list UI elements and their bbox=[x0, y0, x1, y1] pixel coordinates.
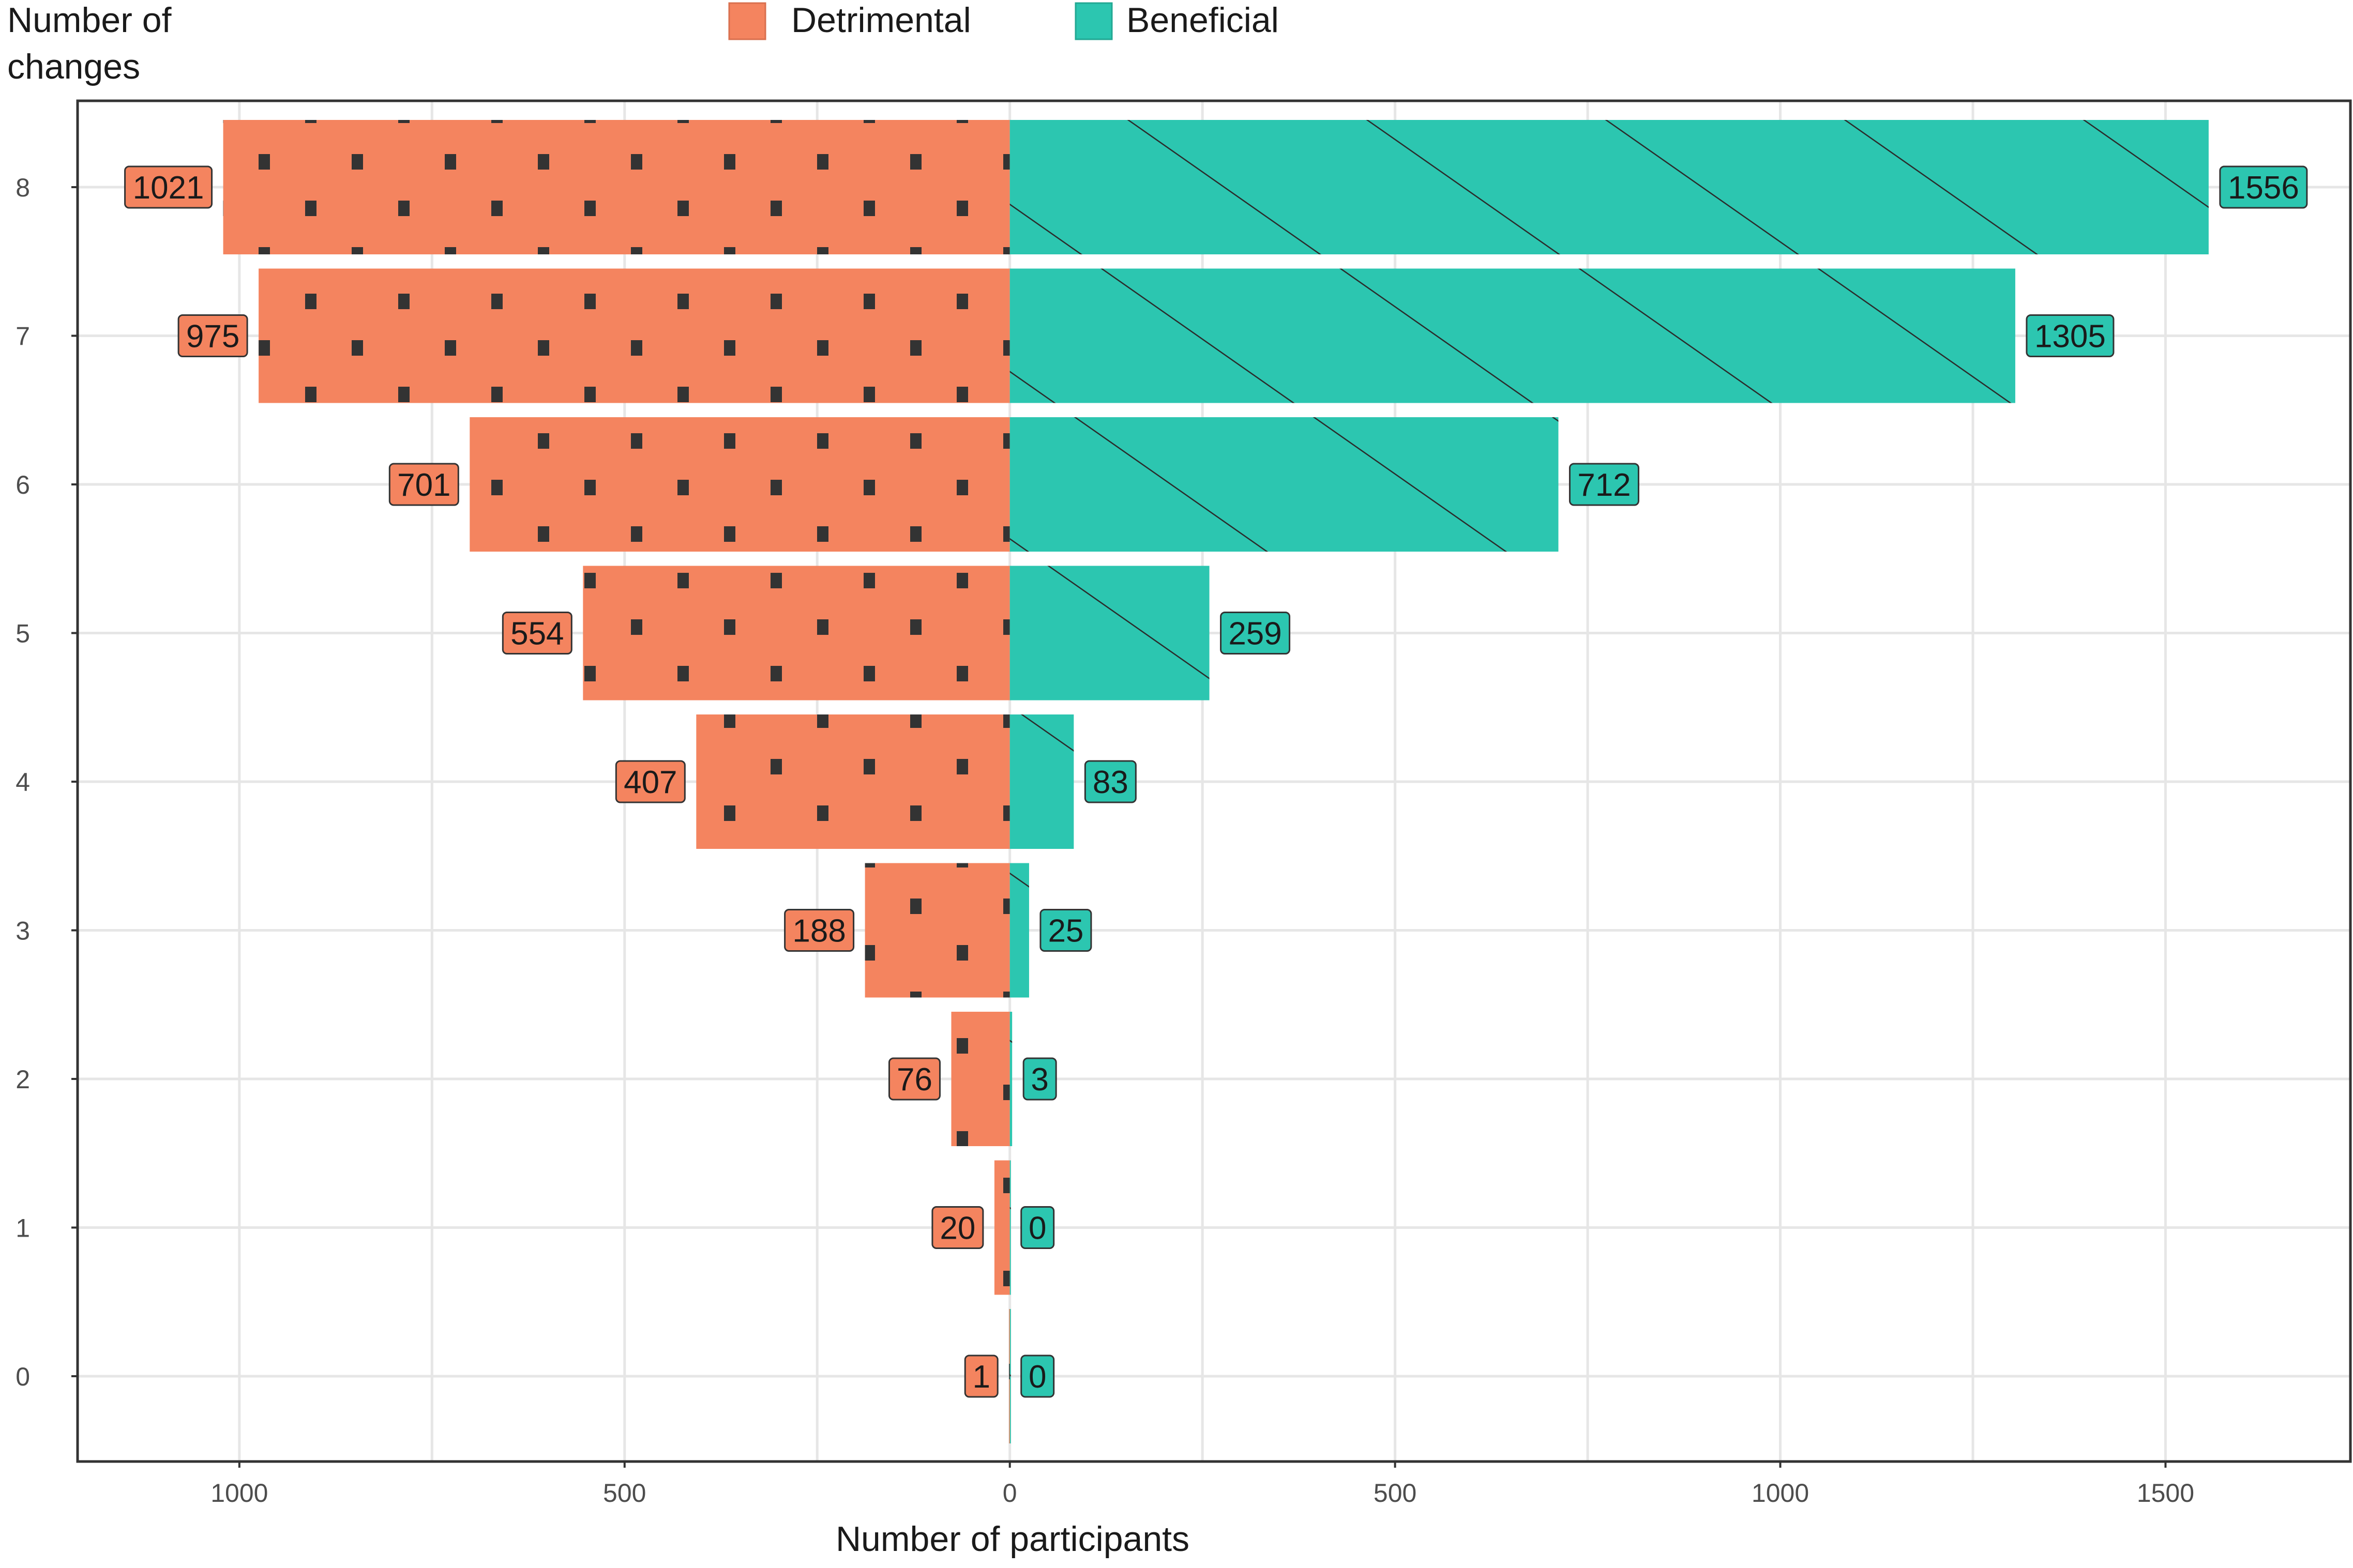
y-tick-label: 0 bbox=[16, 1362, 30, 1391]
x-tick-label: 1000 bbox=[210, 1479, 268, 1508]
data-label-box-beneficial bbox=[1022, 1057, 1057, 1101]
x-axis-title: Number of participants bbox=[836, 1519, 1189, 1559]
y-tick-label: 5 bbox=[16, 619, 30, 648]
bar-pattern-detrimental bbox=[259, 268, 1010, 403]
data-label-beneficial: 83 bbox=[1093, 765, 1128, 800]
data-labels: 1 20 76 188 407 554 701 975 1021 0 0 3 25 83 259 712 130… bbox=[124, 165, 2308, 1398]
data-label-detrimental: 1021 bbox=[133, 170, 204, 206]
y-tick-label: 7 bbox=[16, 322, 30, 351]
data-label-box-detrimental bbox=[964, 1354, 999, 1398]
data-label-box-beneficial bbox=[1020, 1206, 1055, 1249]
y-axis-title-line-2: changes bbox=[7, 47, 140, 86]
bar-pattern-beneficial bbox=[1009, 863, 1029, 998]
y-tick-label: 8 bbox=[16, 173, 30, 202]
data-label-beneficial: 0 bbox=[1029, 1359, 1046, 1395]
bar-pattern-detrimental bbox=[223, 120, 1010, 254]
data-label-detrimental: 554 bbox=[510, 616, 564, 652]
data-label-beneficial: 1556 bbox=[2228, 170, 2299, 206]
data-label-box-beneficial bbox=[1220, 612, 1291, 654]
y-tick-label: 4 bbox=[16, 768, 30, 797]
data-label-box-beneficial bbox=[2026, 314, 2115, 357]
data-label-detrimental: 407 bbox=[624, 765, 677, 800]
x-axis-ticks: 1000 500 0 500 1000 1500 bbox=[210, 1462, 2194, 1508]
data-label-box-detrimental bbox=[388, 463, 459, 506]
y-tick-label: 2 bbox=[16, 1065, 30, 1094]
bar-pattern-detrimental bbox=[583, 566, 1010, 701]
data-label-box-detrimental bbox=[177, 314, 248, 357]
legend-label-detrimental: Detrimental bbox=[791, 1, 971, 40]
y-tick-label: 1 bbox=[16, 1214, 30, 1243]
data-label-box-beneficial bbox=[1020, 1354, 1055, 1398]
bars bbox=[223, 120, 2209, 1443]
data-label-box-beneficial bbox=[1084, 760, 1137, 803]
legend: Detrimental Beneficial bbox=[728, 1, 1279, 40]
data-label-box-detrimental bbox=[784, 909, 855, 952]
data-label-detrimental: 1 bbox=[972, 1359, 990, 1395]
data-label-box-detrimental bbox=[615, 760, 686, 803]
bar-pattern-beneficial bbox=[1009, 268, 2015, 403]
x-tick-label: 0 bbox=[1003, 1479, 1017, 1508]
y-tick-label: 6 bbox=[16, 470, 30, 499]
bar-pattern-detrimental bbox=[696, 714, 1010, 849]
bar-pattern-detrimental bbox=[1009, 1309, 1010, 1443]
bar-pattern-beneficial bbox=[1009, 120, 2209, 254]
data-label-beneficial: 1305 bbox=[2034, 319, 2106, 355]
bar-pattern-beneficial bbox=[1009, 1012, 1013, 1146]
data-label-box-detrimental bbox=[888, 1057, 941, 1101]
data-label-box-beneficial bbox=[1568, 463, 1639, 506]
x-tick-label: 1500 bbox=[2137, 1479, 2194, 1508]
data-label-beneficial: 259 bbox=[1228, 616, 1281, 652]
data-label-box-detrimental bbox=[502, 612, 572, 654]
bar-pattern-beneficial bbox=[1009, 1160, 1011, 1295]
bar-pattern-beneficial bbox=[1009, 714, 1074, 849]
data-label-beneficial: 712 bbox=[1577, 467, 1631, 503]
data-label-detrimental: 701 bbox=[397, 467, 450, 503]
legend-key-beneficial bbox=[1075, 2, 1113, 40]
data-label-beneficial: 0 bbox=[1029, 1211, 1046, 1246]
legend-label-beneficial: Beneficial bbox=[1126, 1, 1279, 40]
bar-pattern-detrimental bbox=[951, 1012, 1010, 1146]
bar-pattern-beneficial bbox=[1009, 417, 1559, 552]
legend-key-detrimental bbox=[728, 2, 766, 40]
y-axis-ticks: 0 1 2 3 4 5 6 7 8 bbox=[16, 173, 78, 1391]
data-label-beneficial: 25 bbox=[1048, 914, 1083, 949]
x-tick-label: 500 bbox=[603, 1479, 646, 1508]
bar-pattern-detrimental bbox=[865, 863, 1010, 998]
bar-pattern-detrimental bbox=[994, 1160, 1010, 1295]
data-label-box-beneficial bbox=[2219, 165, 2308, 209]
data-label-box-beneficial bbox=[1039, 909, 1092, 952]
y-axis-title-line-1: Number of bbox=[7, 1, 172, 40]
data-label-box-detrimental bbox=[931, 1206, 984, 1249]
data-label-detrimental: 20 bbox=[940, 1211, 975, 1246]
data-label-detrimental: 188 bbox=[792, 914, 846, 949]
x-tick-label: 500 bbox=[1374, 1479, 1416, 1508]
x-tick-label: 1000 bbox=[1752, 1479, 1809, 1508]
data-label-detrimental: 975 bbox=[186, 319, 239, 355]
data-label-box-detrimental bbox=[124, 165, 213, 209]
data-label-detrimental: 76 bbox=[897, 1062, 932, 1098]
bar-pattern-beneficial bbox=[1009, 1309, 1011, 1443]
bar-pattern-beneficial bbox=[1009, 566, 1210, 701]
bar-pattern-detrimental bbox=[470, 417, 1010, 552]
y-tick-label: 3 bbox=[16, 917, 30, 946]
data-label-beneficial: 3 bbox=[1031, 1062, 1048, 1098]
